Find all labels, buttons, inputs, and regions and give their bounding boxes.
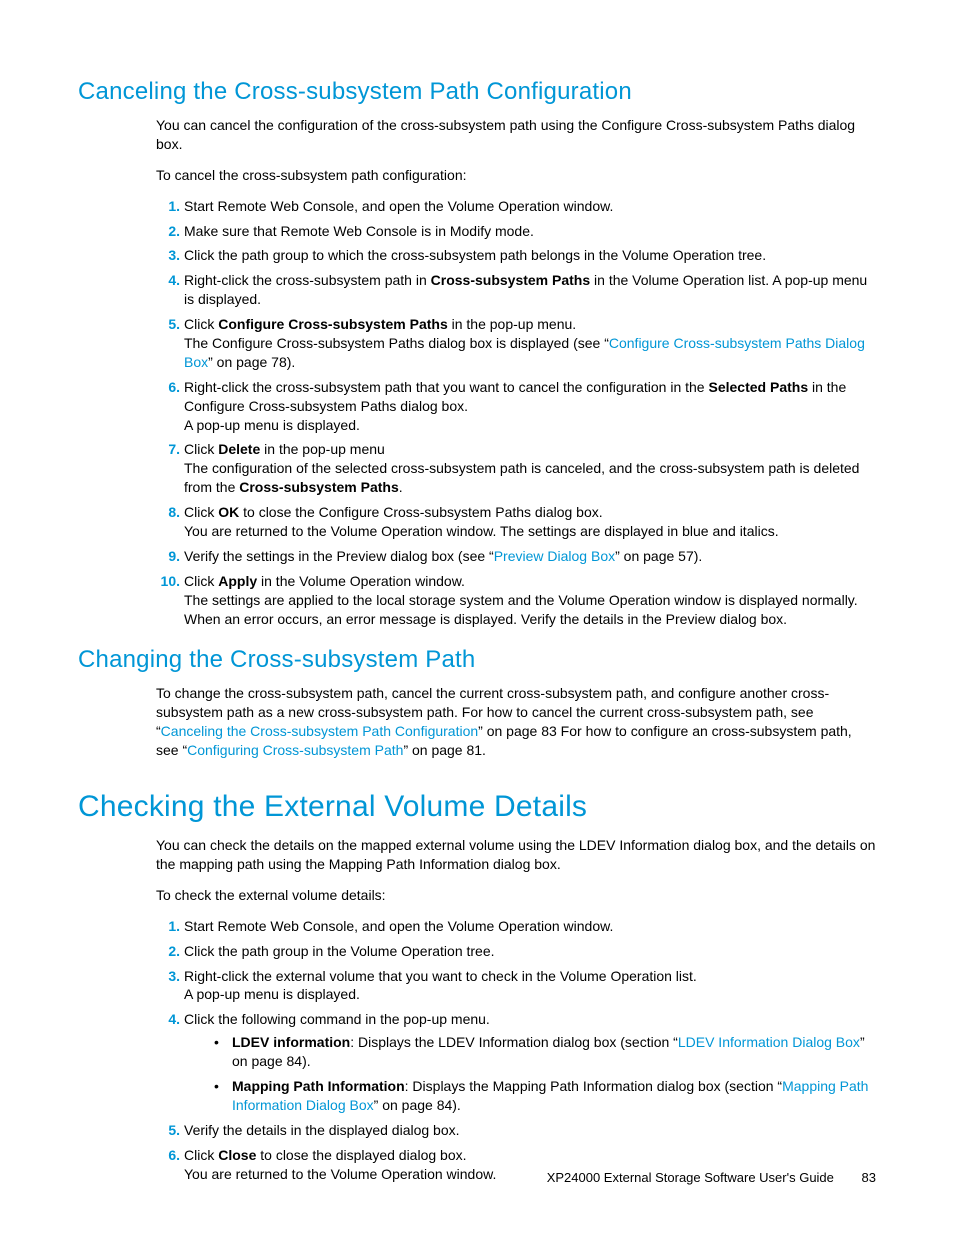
list-num: 9. bbox=[156, 547, 180, 566]
procedure-list: 1.Start Remote Web Console, and open the… bbox=[156, 197, 876, 629]
list-text: Click the path group to which the cross-… bbox=[184, 247, 766, 263]
cross-ref-link[interactable]: LDEV Information Dialog Box bbox=[678, 1034, 860, 1050]
list-item: 1.Start Remote Web Console, and open the… bbox=[156, 197, 876, 216]
paragraph: You can cancel the configuration of the … bbox=[156, 116, 876, 154]
term: Cross-subsystem Paths bbox=[239, 479, 399, 495]
list-text: in the Volume Operation window. bbox=[257, 573, 465, 589]
term: OK bbox=[218, 504, 239, 520]
list-num: 4. bbox=[156, 1010, 180, 1029]
list-item: 8.Click OK to close the Configure Cross-… bbox=[156, 503, 876, 541]
section-heading-change: Changing the Cross-subsystem Path bbox=[78, 646, 876, 674]
section-heading-check: Checking the External Volume Details bbox=[78, 790, 876, 824]
list-item: 6.Right-click the cross-subsystem path t… bbox=[156, 378, 876, 435]
term: Cross-subsystem Paths bbox=[431, 272, 591, 288]
term: Delete bbox=[218, 441, 260, 457]
section-heading-cancel: Canceling the Cross-subsystem Path Confi… bbox=[78, 78, 876, 106]
list-text: Verify the details in the displayed dial… bbox=[184, 1122, 460, 1138]
bullet-item: LDEV information: Displays the LDEV Info… bbox=[214, 1033, 876, 1071]
paragraph: You can check the details on the mapped … bbox=[156, 836, 876, 874]
list-num: 2. bbox=[156, 942, 180, 961]
list-text: A pop-up menu is displayed. bbox=[184, 417, 360, 433]
list-text: . bbox=[399, 479, 403, 495]
bullet-item: Mapping Path Information: Displays the M… bbox=[214, 1077, 876, 1115]
term: LDEV information bbox=[232, 1034, 350, 1050]
procedure-list: 1.Start Remote Web Console, and open the… bbox=[156, 917, 876, 1184]
list-text: Verify the settings in the Preview dialo… bbox=[184, 548, 494, 564]
list-text: Click bbox=[184, 504, 218, 520]
list-item: 4.Right-click the cross-subsystem path i… bbox=[156, 271, 876, 309]
text: : Displays the LDEV Information dialog b… bbox=[350, 1034, 678, 1050]
list-text: A pop-up menu is displayed. bbox=[184, 986, 360, 1002]
text: ” on page 84). bbox=[374, 1097, 461, 1113]
list-item: 2.Click the path group in the Volume Ope… bbox=[156, 942, 876, 961]
cross-ref-link[interactable]: Canceling the Cross-subsystem Path Confi… bbox=[161, 723, 479, 739]
doc-title: XP24000 External Storage Software User's… bbox=[547, 1170, 834, 1185]
list-num: 3. bbox=[156, 246, 180, 265]
term: Apply bbox=[218, 573, 257, 589]
list-item: 3.Click the path group to which the cros… bbox=[156, 246, 876, 265]
list-num: 3. bbox=[156, 967, 180, 986]
list-text: ” on page 57). bbox=[615, 548, 702, 564]
list-text: in the pop-up menu. bbox=[448, 316, 576, 332]
paragraph: To cancel the cross-subsystem path confi… bbox=[156, 166, 876, 185]
list-text: The settings are applied to the local st… bbox=[184, 592, 858, 627]
list-text: Click the following command in the pop-u… bbox=[184, 1011, 490, 1027]
list-num: 1. bbox=[156, 917, 180, 936]
list-num: 7. bbox=[156, 440, 180, 459]
list-item: 5.Verify the details in the displayed di… bbox=[156, 1121, 876, 1140]
list-text: The Configure Cross-subsystem Paths dial… bbox=[184, 335, 609, 351]
term: Selected Paths bbox=[709, 379, 809, 395]
list-num: 10. bbox=[156, 572, 180, 591]
list-text: Make sure that Remote Web Console is in … bbox=[184, 223, 534, 239]
list-text: Click bbox=[184, 441, 218, 457]
list-item: 4.Click the following command in the pop… bbox=[156, 1010, 876, 1114]
page-number: 83 bbox=[862, 1170, 876, 1185]
list-num: 4. bbox=[156, 271, 180, 290]
term: Mapping Path Information bbox=[232, 1078, 405, 1094]
cross-ref-link[interactable]: Configuring Cross-subsystem Path bbox=[187, 742, 403, 758]
list-item: 9.Verify the settings in the Preview dia… bbox=[156, 547, 876, 566]
list-text: Right-click the cross-subsystem path tha… bbox=[184, 379, 709, 395]
list-text: Start Remote Web Console, and open the V… bbox=[184, 918, 613, 934]
list-text: Click bbox=[184, 1147, 218, 1163]
list-text: Right-click the external volume that you… bbox=[184, 968, 697, 984]
list-text: Right-click the cross-subsystem path in bbox=[184, 272, 431, 288]
list-num: 5. bbox=[156, 1121, 180, 1140]
list-text: You are returned to the Volume Operation… bbox=[184, 523, 779, 539]
list-text: in the pop-up menu bbox=[260, 441, 385, 457]
list-item: 7.Click Delete in the pop-up menuThe con… bbox=[156, 440, 876, 497]
list-text: ” on page 78). bbox=[208, 354, 295, 370]
list-item: 10.Click Apply in the Volume Operation w… bbox=[156, 572, 876, 629]
list-num: 2. bbox=[156, 222, 180, 241]
text: ” on page 81. bbox=[403, 742, 486, 758]
list-text: to close the displayed dialog box. bbox=[256, 1147, 466, 1163]
list-text: Click bbox=[184, 573, 218, 589]
list-text: Click bbox=[184, 316, 218, 332]
list-text: You are returned to the Volume Operation… bbox=[184, 1166, 496, 1182]
list-num: 1. bbox=[156, 197, 180, 216]
list-item: 2.Make sure that Remote Web Console is i… bbox=[156, 222, 876, 241]
list-item: 5.Click Configure Cross-subsystem Paths … bbox=[156, 315, 876, 372]
list-num: 5. bbox=[156, 315, 180, 334]
list-text: to close the Configure Cross-subsystem P… bbox=[239, 504, 602, 520]
list-num: 6. bbox=[156, 1146, 180, 1165]
bullet-list: LDEV information: Displays the LDEV Info… bbox=[214, 1033, 876, 1115]
list-num: 8. bbox=[156, 503, 180, 522]
list-num: 6. bbox=[156, 378, 180, 397]
text: : Displays the Mapping Path Information … bbox=[405, 1078, 782, 1094]
list-item: 1.Start Remote Web Console, and open the… bbox=[156, 917, 876, 936]
term: Configure Cross-subsystem Paths bbox=[218, 316, 448, 332]
list-item: 3.Right-click the external volume that y… bbox=[156, 967, 876, 1005]
term: Close bbox=[218, 1147, 256, 1163]
paragraph: To change the cross-subsystem path, canc… bbox=[156, 684, 876, 760]
paragraph: To check the external volume details: bbox=[156, 886, 876, 905]
page-footer: XP24000 External Storage Software User's… bbox=[547, 1170, 876, 1185]
list-text: Start Remote Web Console, and open the V… bbox=[184, 198, 613, 214]
cross-ref-link[interactable]: Preview Dialog Box bbox=[494, 548, 615, 564]
list-text: Click the path group in the Volume Opera… bbox=[184, 943, 495, 959]
